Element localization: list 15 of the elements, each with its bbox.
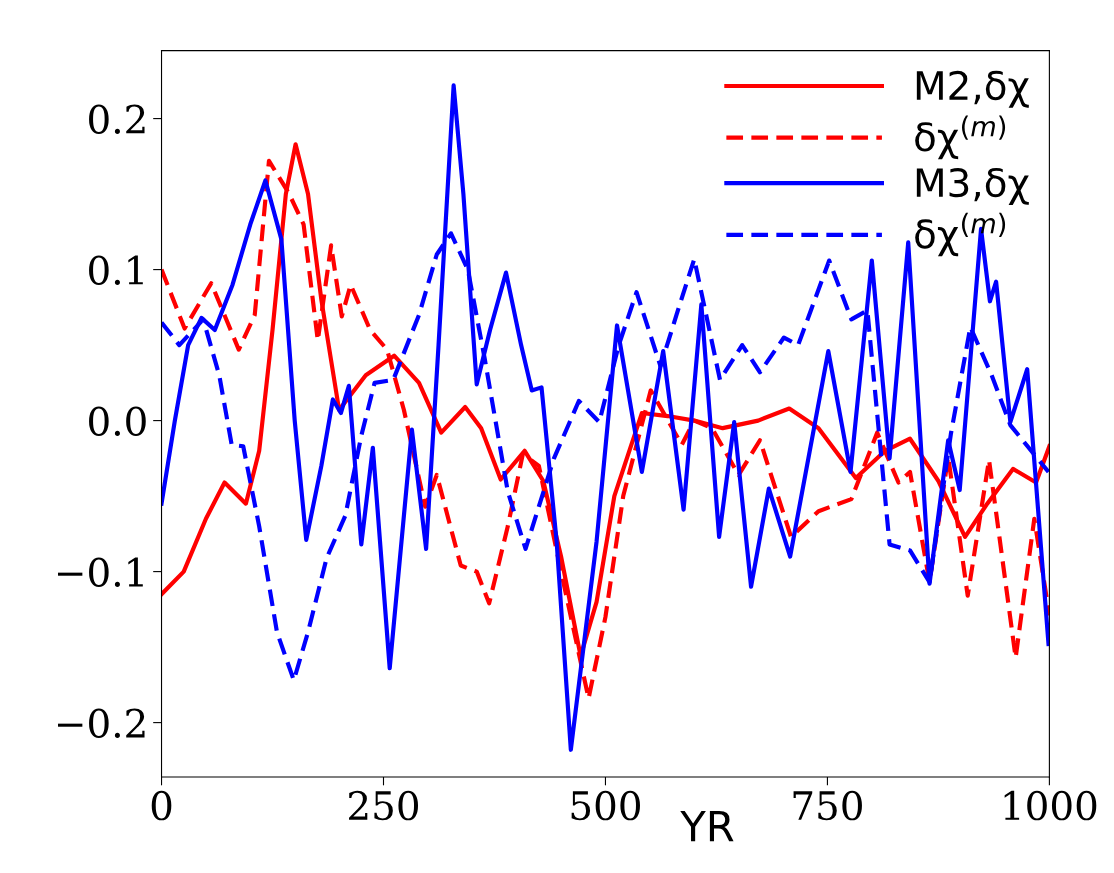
y-tick-label: 0.2 — [89, 104, 145, 134]
y-tick-label: −0.2 — [58, 708, 145, 738]
x-tick-label: 250 — [349, 790, 419, 821]
legend-label: δχ$^{(m)}$ — [915, 212, 1006, 257]
y-tick-label: −0.1 — [58, 557, 143, 587]
x-tick-label: 0 — [151, 790, 172, 821]
legend-label: M2,δχ — [916, 70, 1029, 108]
y-tick-label: 0.1 — [89, 255, 143, 285]
legend-label: δχ$^{(m)}$ — [915, 115, 1006, 160]
x-tick-label: 750 — [793, 790, 862, 821]
y-tick-label: 0.0 — [89, 406, 146, 436]
x-tick-label: 500 — [571, 790, 640, 821]
x-tick-label: 1000 — [1004, 790, 1097, 821]
x-axis-title: YR — [680, 810, 734, 842]
legend-label: M3,δχ — [916, 167, 1029, 205]
